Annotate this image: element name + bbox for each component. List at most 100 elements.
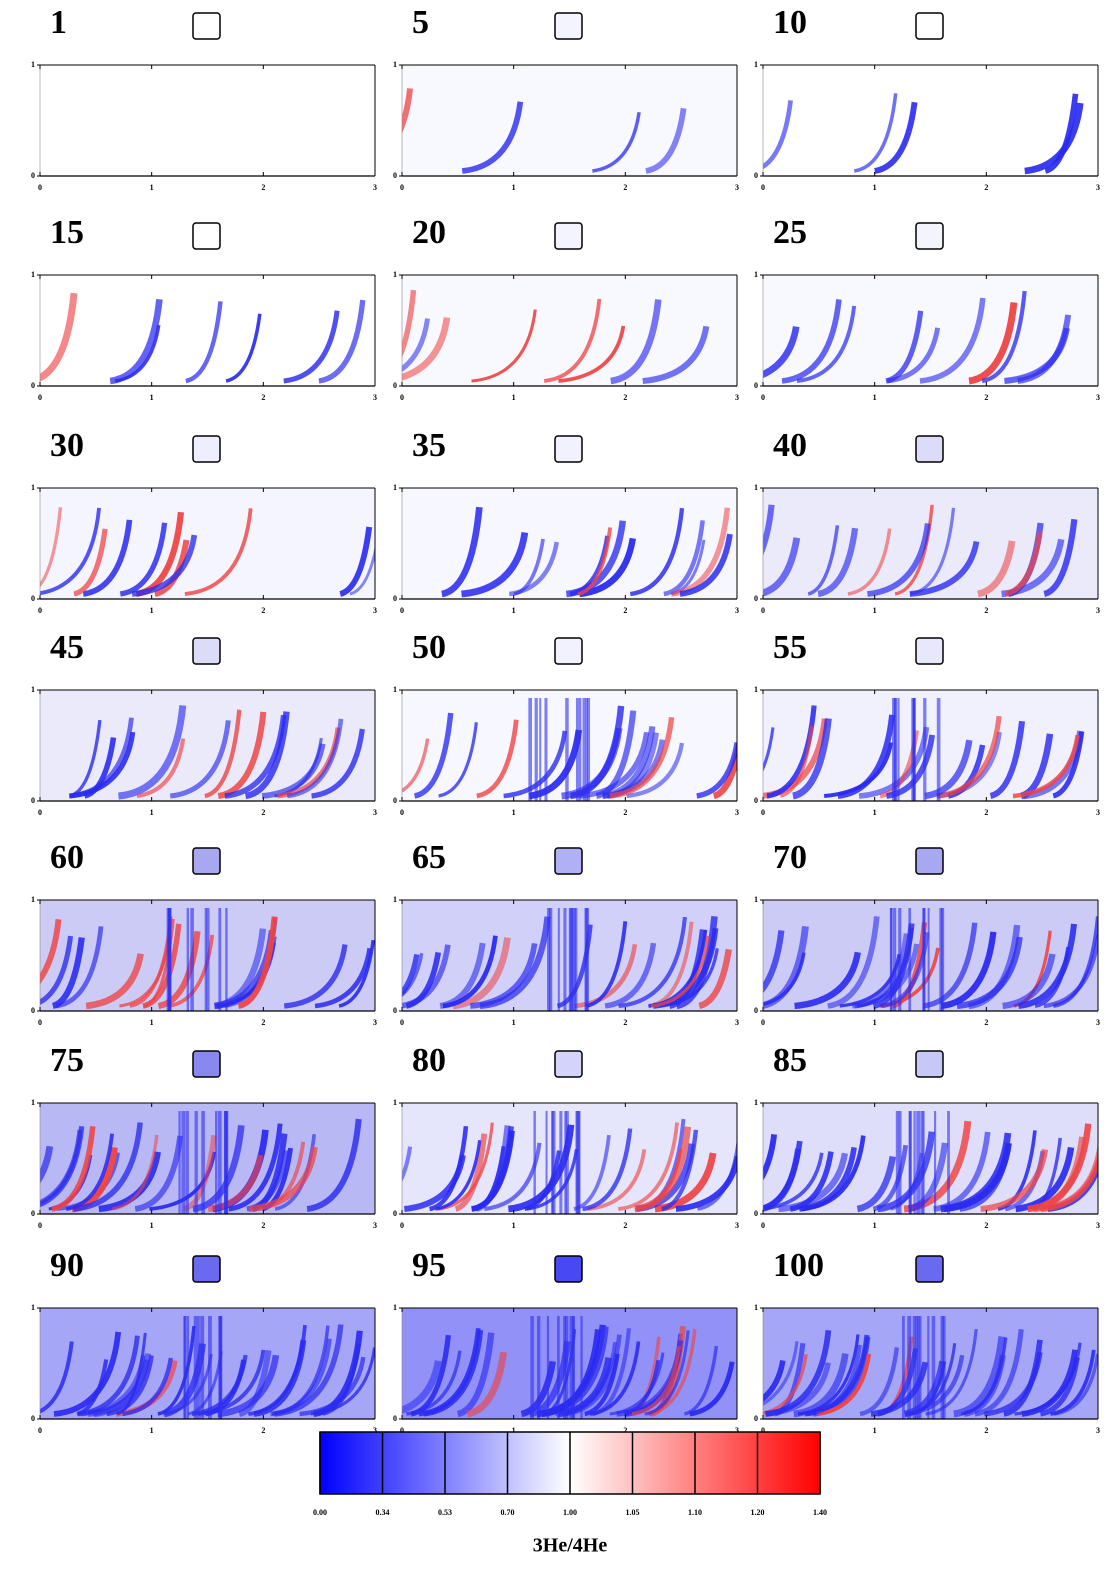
panel-label: 45 <box>50 629 84 666</box>
plume <box>314 947 372 1009</box>
swatch <box>554 637 583 665</box>
plume <box>618 916 687 1009</box>
x-tick-label: 2 <box>984 606 988 615</box>
plume <box>466 1351 508 1418</box>
y-tick-label: 0 <box>31 1209 35 1218</box>
swatch <box>915 435 944 463</box>
y-tick-label: 0 <box>31 1414 35 1423</box>
y-tick-label: 0 <box>754 1414 758 1423</box>
plume <box>40 1145 54 1184</box>
plume <box>184 508 253 596</box>
x-tick-label: 3 <box>373 606 377 615</box>
field <box>40 1308 375 1419</box>
plume <box>157 1325 196 1416</box>
x-tick-label: 3 <box>735 606 739 615</box>
field <box>763 900 1098 1011</box>
plume <box>894 504 934 596</box>
swatch <box>192 1050 221 1078</box>
x-tick-label: 2 <box>984 1221 988 1230</box>
plume <box>763 1134 778 1181</box>
colorbar-segment <box>382 1432 445 1494</box>
plume <box>157 930 201 1010</box>
plume <box>779 725 814 798</box>
y-tick-label: 0 <box>393 381 397 390</box>
plume <box>577 527 613 596</box>
panel-label: 55 <box>773 629 807 666</box>
plume <box>1043 518 1078 598</box>
x-tick-label: 2 <box>261 808 265 817</box>
plume <box>543 298 602 383</box>
x-tick-label: 1 <box>512 1426 516 1435</box>
plume <box>1015 1146 1075 1213</box>
plume <box>402 1146 413 1182</box>
plume <box>286 718 344 799</box>
panel-label: 15 <box>50 214 84 251</box>
y-tick-label: 0 <box>754 381 758 390</box>
swatch <box>192 435 221 463</box>
panel-label: 65 <box>412 839 446 876</box>
plume <box>484 1142 542 1212</box>
plume <box>40 292 78 382</box>
field <box>763 690 1098 801</box>
plume <box>439 942 486 1009</box>
panel-label: 35 <box>412 427 446 464</box>
plume <box>1027 1123 1092 1213</box>
plume <box>807 525 840 596</box>
y-tick-label: 0 <box>31 1006 35 1015</box>
x-tick-label: 3 <box>735 183 739 192</box>
plume <box>885 310 924 384</box>
x-tick-label: 0 <box>400 1221 404 1230</box>
y-tick-label: 1 <box>31 1303 35 1312</box>
plume <box>793 1353 849 1418</box>
x-tick-label: 2 <box>623 808 627 817</box>
plume <box>922 922 978 1009</box>
plume <box>440 506 483 598</box>
x-tick-label: 0 <box>400 1018 404 1027</box>
plume <box>131 534 198 597</box>
y-tick-label: 0 <box>31 381 35 390</box>
x-tick-label: 0 <box>761 393 765 402</box>
plume <box>940 931 997 1010</box>
plume <box>629 507 685 597</box>
plume <box>953 1336 1006 1418</box>
plume <box>1043 934 1098 1009</box>
y-tick-label: 1 <box>393 270 397 279</box>
plume <box>435 1140 482 1211</box>
colorbar-tick-label: 1.05 <box>626 1508 640 1517</box>
swatch <box>192 12 221 40</box>
x-tick-label: 1 <box>150 1018 154 1027</box>
y-tick-label: 0 <box>754 1006 758 1015</box>
x-tick-label: 1 <box>873 1018 877 1027</box>
y-tick-label: 0 <box>393 1209 397 1218</box>
plume <box>452 937 511 1010</box>
y-tick-label: 0 <box>754 1209 758 1218</box>
x-tick-label: 2 <box>261 1426 265 1435</box>
y-tick-label: 1 <box>393 1303 397 1312</box>
plume <box>936 715 1002 799</box>
field <box>763 1103 1098 1214</box>
swatch <box>554 1255 583 1283</box>
y-tick-label: 1 <box>31 1098 35 1107</box>
x-tick-label: 0 <box>400 808 404 817</box>
plume <box>237 916 278 1009</box>
field <box>402 900 737 1011</box>
field <box>40 275 375 386</box>
plume <box>806 1344 862 1417</box>
plume <box>763 537 801 597</box>
field <box>763 1308 1098 1419</box>
plume <box>959 1143 1011 1212</box>
plume <box>168 934 215 1008</box>
x-tick-label: 2 <box>984 1018 988 1027</box>
swatch <box>554 222 583 250</box>
x-tick-label: 3 <box>1096 606 1100 615</box>
x-tick-label: 2 <box>984 1426 988 1435</box>
y-tick-label: 0 <box>393 1414 397 1423</box>
plume <box>513 538 545 596</box>
field <box>40 690 375 801</box>
plume <box>461 532 529 598</box>
plume <box>470 943 538 1009</box>
colorbar-tick-label: 1.40 <box>813 1508 827 1517</box>
x-tick-label: 0 <box>400 606 404 615</box>
x-tick-label: 1 <box>512 606 516 615</box>
field <box>402 488 737 599</box>
